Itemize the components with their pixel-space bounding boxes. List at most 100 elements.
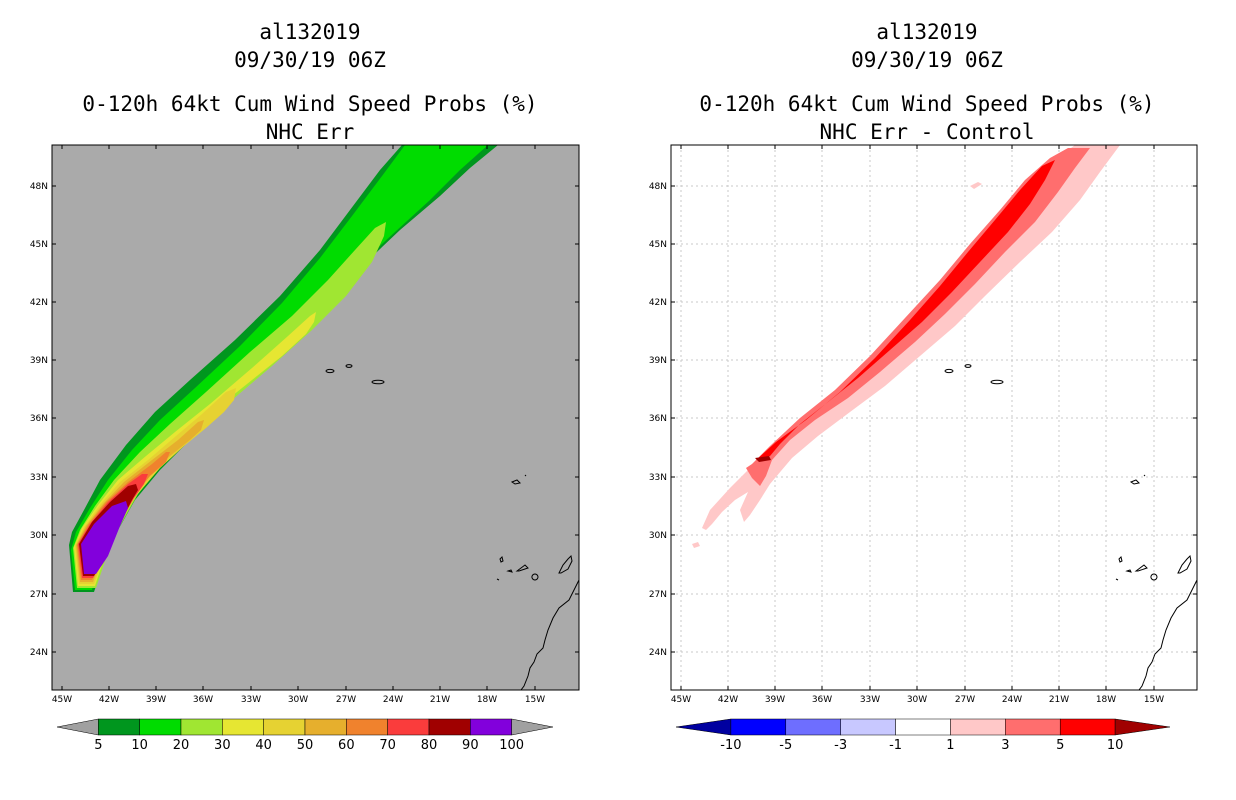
lat-label: 48N <box>30 182 48 192</box>
left-coastline <box>325 364 579 690</box>
lon-label: 42W <box>718 695 738 705</box>
colorbar-swatch <box>428 718 471 736</box>
lat-label: 30N <box>649 531 667 541</box>
left-map: 48N 45N 42N 39N 36N 33N 30N 27N 24N 45W 42W 39W 36W 3… <box>30 144 580 705</box>
colorbar-swatch <box>840 718 896 736</box>
lat-label: 45N <box>649 240 667 250</box>
lon-label: 33W <box>860 695 880 705</box>
lon-label: 39W <box>146 695 166 705</box>
lat-label: 45N <box>30 240 48 250</box>
colorbar-swatch <box>56 718 99 736</box>
lat-label: 33N <box>30 473 48 483</box>
colorbar-swatch <box>950 718 1006 736</box>
colorbar-swatch <box>222 718 264 736</box>
colorbar-label: -3 <box>834 738 847 753</box>
left-probability-swath <box>69 145 579 690</box>
lon-label: 36W <box>812 695 832 705</box>
colorbar-swatch <box>263 718 306 736</box>
right-difference-swath <box>692 145 1197 690</box>
colorbar-swatch <box>1059 718 1116 736</box>
right-map-background <box>671 145 1197 690</box>
left-product-title: 0-120h 64kt Cum Wind Speed Probs (%) <box>82 92 538 116</box>
colorbar-swatch <box>1114 718 1171 736</box>
colorbar-label: 5 <box>1056 738 1064 753</box>
lon-label: 15W <box>1144 695 1164 705</box>
lat-label: 42N <box>30 298 48 308</box>
left-axes: 48N 45N 42N 39N 36N 33N 30N 27N 24N 45W 42W 39W 36W 3… <box>30 145 579 705</box>
left-subtitle: NHC Err <box>265 120 355 144</box>
colorbar-label: 5 <box>94 738 102 753</box>
left-datetime: 09/30/19 06Z <box>234 48 386 72</box>
lat-label: 36N <box>649 414 667 424</box>
colorbar-swatch <box>785 718 841 736</box>
diff-band-1-3-spot-2 <box>970 182 982 189</box>
lon-label: 27W <box>336 695 356 705</box>
colorbar-label: 10 <box>1107 738 1124 753</box>
lon-label: 39W <box>765 695 785 705</box>
colorbar-label: 60 <box>338 738 355 753</box>
diff-band-1-3-spot <box>692 542 700 548</box>
colorbar-swatch <box>346 718 388 736</box>
lat-label: 39N <box>30 356 48 366</box>
lat-label: 24N <box>30 648 48 658</box>
prob-band-20 <box>73 222 386 588</box>
lon-label: 30W <box>288 695 308 705</box>
colorbar-swatch <box>180 718 223 736</box>
colorbar-label: 90 <box>462 738 479 753</box>
lat-label: 36N <box>30 414 48 424</box>
colorbar-label: -1 <box>889 738 902 753</box>
colorbar-label: 100 <box>499 738 524 753</box>
colorbar-swatch <box>139 718 182 736</box>
lon-label: 24W <box>1002 695 1022 705</box>
right-coastline <box>944 364 1197 690</box>
left-ocean-background <box>52 145 579 690</box>
colorbar-label: 80 <box>421 738 438 753</box>
colorbar-label: 20 <box>173 738 190 753</box>
lon-label: 30W <box>907 695 927 705</box>
right-map: 48N 45N 42N 39N 36N 33N 30N 27N 24N 45W 42W 39W 36W 3… <box>649 144 1198 705</box>
right-product-title: 0-120h 64kt Cum Wind Speed Probs (%) <box>699 92 1155 116</box>
left-colorbar: 5 10 20 30 40 50 60 70 80 90 100 <box>56 718 554 753</box>
colorbar-label: -10 <box>720 738 741 753</box>
lon-label: 27W <box>955 695 975 705</box>
lon-label: 33W <box>241 695 261 705</box>
lat-label: 27N <box>30 590 48 600</box>
lon-label: 18W <box>477 695 497 705</box>
right-datetime: 09/30/19 06Z <box>851 48 1003 72</box>
lat-label: 24N <box>649 648 667 658</box>
colorbar-swatch <box>387 718 430 736</box>
lon-label: 45W <box>52 695 72 705</box>
diff-band-over-10 <box>755 456 771 462</box>
colorbar-label: 3 <box>1001 738 1009 753</box>
lon-label: 18W <box>1096 695 1116 705</box>
diff-band-5-10 <box>756 160 1055 460</box>
lon-label: 21W <box>430 695 450 705</box>
lat-label: 27N <box>649 590 667 600</box>
colorbar-swatch <box>675 718 732 736</box>
right-subtitle: NHC Err - Control <box>819 120 1035 144</box>
colorbar-label: 50 <box>297 738 314 753</box>
prob-band-90 <box>81 501 128 574</box>
colorbar-swatch <box>1005 718 1061 736</box>
lat-label: 33N <box>649 473 667 483</box>
colorbar-label: 10 <box>131 738 148 753</box>
colorbar-label: 30 <box>214 738 231 753</box>
colorbar-swatch <box>470 718 512 736</box>
lon-label: 36W <box>193 695 213 705</box>
colorbar-label: -5 <box>779 738 792 753</box>
colorbar-swatch <box>730 718 787 736</box>
colorbar-label: 40 <box>255 738 272 753</box>
colorbar-label: 70 <box>379 738 396 753</box>
lon-label: 24W <box>383 695 403 705</box>
right-colorbar: -10 -5 -3 -1 1 3 5 10 <box>675 718 1171 753</box>
colorbar-swatch <box>98 718 140 736</box>
left-storm-id: al132019 <box>259 20 361 44</box>
colorbar-swatch <box>895 718 951 736</box>
lat-label: 30N <box>30 531 48 541</box>
lon-label: 45W <box>671 695 691 705</box>
lat-label: 42N <box>649 298 667 308</box>
colorbar-label: 1 <box>946 738 954 753</box>
right-axes: 48N 45N 42N 39N 36N 33N 30N 27N 24N 45W 42W 39W 36W 3… <box>649 145 1197 705</box>
colorbar-swatch <box>511 718 554 736</box>
